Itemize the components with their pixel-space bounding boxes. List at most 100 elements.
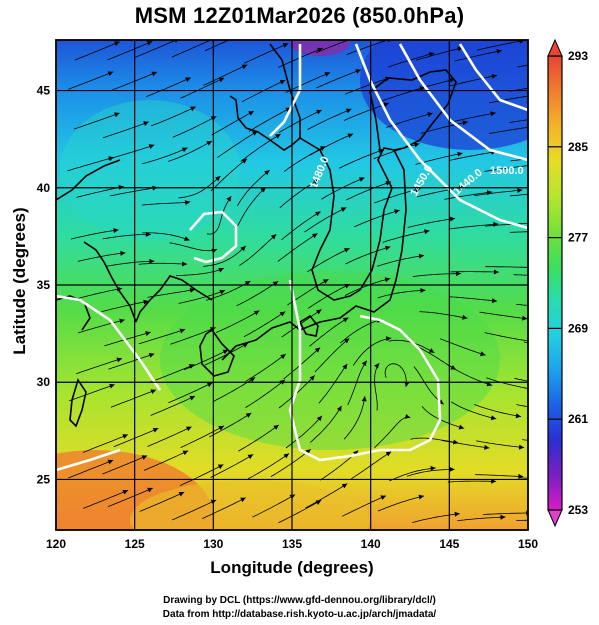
streamline <box>489 126 528 134</box>
streamline-arrow <box>428 51 435 57</box>
streamline <box>389 467 436 482</box>
streamline <box>183 349 229 371</box>
streamline-arrow <box>352 450 359 456</box>
streamline-arrow <box>119 318 125 324</box>
streamline <box>102 455 148 475</box>
streamline <box>278 499 322 524</box>
streamline-arrow <box>347 133 353 139</box>
streamline-arrow <box>418 494 424 500</box>
streamline <box>354 209 400 228</box>
streamline <box>450 223 499 230</box>
streamline <box>448 151 497 161</box>
streamline <box>448 112 496 124</box>
streamline-arrow <box>148 353 155 358</box>
streamline-arrow <box>184 200 191 206</box>
streamline <box>167 140 213 162</box>
streamline <box>509 119 528 123</box>
streamline <box>77 252 126 262</box>
streamline-arrow <box>316 109 322 115</box>
streamline-arrow <box>415 187 421 193</box>
streamline-arrow <box>385 336 392 342</box>
streamline-arrow <box>249 377 256 383</box>
streamline <box>141 147 188 165</box>
streamline <box>70 229 119 240</box>
streamline <box>374 362 380 411</box>
streamline <box>172 115 217 138</box>
streamline-arrow <box>145 331 151 336</box>
streamline-arrow <box>141 455 148 460</box>
streamline <box>104 331 151 347</box>
streamline-arrow <box>314 347 321 353</box>
streamline-arrow <box>305 449 311 455</box>
streamline-arrow <box>456 271 462 277</box>
streamline-arrow <box>245 413 252 418</box>
streamline <box>146 77 191 97</box>
streamline <box>412 273 462 277</box>
streamline-arrow <box>517 187 523 193</box>
streamline <box>202 497 246 519</box>
streamline <box>509 87 528 92</box>
streamline <box>517 64 528 68</box>
streamline <box>510 158 528 162</box>
streamline-arrow <box>449 466 455 472</box>
y-axis-label: Latitude (degrees) <box>10 207 29 355</box>
streamline <box>147 426 192 447</box>
streamline <box>82 434 129 453</box>
streamline-arrow <box>185 77 191 82</box>
streamline <box>374 188 421 204</box>
streamline <box>74 41 120 61</box>
streamline <box>474 474 524 477</box>
streamline <box>151 106 196 127</box>
streamline <box>346 40 390 55</box>
streamline <box>170 327 216 345</box>
streamline-arrow <box>226 196 232 202</box>
streamline <box>486 377 528 389</box>
streamline <box>176 267 224 277</box>
streamline <box>309 133 354 156</box>
streamline-arrow <box>272 281 279 287</box>
streamline <box>110 389 157 408</box>
streamline-arrow <box>309 375 315 381</box>
streamline <box>346 181 392 201</box>
streamline-arrow <box>480 351 486 357</box>
streamline <box>180 77 225 99</box>
y-tick-label: 30 <box>37 375 51 389</box>
streamline <box>309 317 349 347</box>
colorbar-ramp <box>547 55 563 511</box>
streamline-arrow <box>219 289 226 295</box>
streamline-arrow <box>462 120 468 126</box>
x-axis-label: Longitude (degrees) <box>210 558 374 577</box>
streamline <box>474 404 522 417</box>
streamline <box>509 231 528 233</box>
streamline <box>171 499 217 521</box>
streamline-arrow <box>206 140 212 146</box>
streamline-arrow <box>324 72 331 77</box>
streamline-arrow <box>449 216 456 222</box>
streamline <box>247 453 290 480</box>
streamline <box>102 234 151 240</box>
streamline <box>448 364 493 386</box>
streamline <box>179 464 224 487</box>
streamline-arrow <box>316 309 322 315</box>
streamline-arrow <box>178 491 185 497</box>
streamline <box>237 424 280 452</box>
streamline-arrow <box>122 434 128 439</box>
streamline <box>345 246 391 265</box>
streamline <box>283 145 326 172</box>
streamline <box>340 318 383 344</box>
streamline-arrow <box>186 426 192 432</box>
streamline-arrow <box>394 209 400 215</box>
streamline-arrow <box>567 345 572 350</box>
y-tick-label: 40 <box>37 181 51 195</box>
streamline-arrow <box>253 310 260 316</box>
streamline-arrow <box>114 41 120 47</box>
streamline <box>279 179 320 209</box>
streamline-arrow <box>264 170 270 176</box>
streamline <box>421 405 465 429</box>
colorbar-tick-label: 269 <box>568 321 588 335</box>
streamline-arrow <box>404 381 410 388</box>
streamline <box>419 311 468 319</box>
streamline-arrow <box>322 279 329 284</box>
streamline <box>374 416 411 449</box>
streamline-arrow <box>457 151 463 157</box>
